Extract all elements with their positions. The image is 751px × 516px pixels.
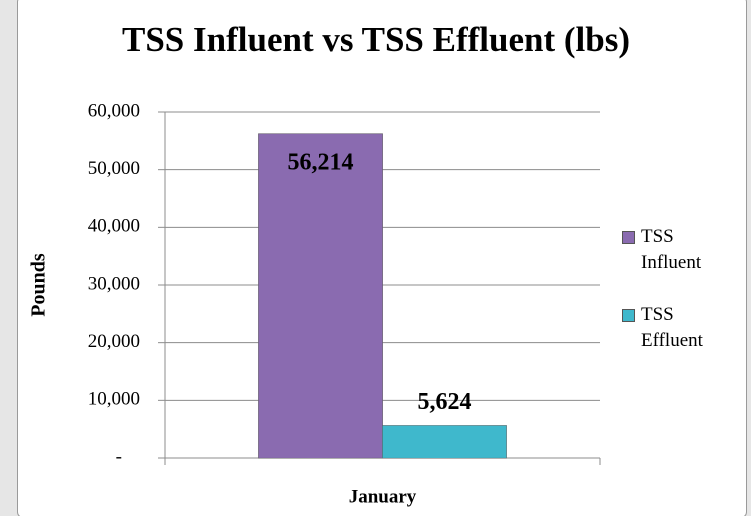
y-tick-label: 40,000 [88,216,140,237]
y-tick-label: 10,000 [88,389,140,410]
y-tick-label: 60,000 [88,100,140,121]
bar [382,425,507,459]
legend-label: TSS Influent [641,226,702,273]
y-axis-label: Pounds [28,253,50,317]
y-tick-label: - [116,446,122,467]
y-tick-label: 50,000 [88,158,140,179]
chart-title: TSS Influent vs TSS Effluent (lbs) [122,20,630,59]
legend-label: TSS Effluent [641,304,703,351]
value-label: 56,214 [288,149,354,175]
value-label: 5,624 [417,389,471,415]
y-tick-label: 20,000 [88,331,140,352]
x-tick-label: January [349,486,417,507]
bar [258,133,383,459]
legend-swatch [622,231,635,244]
y-tick-label: 30,000 [88,273,140,294]
legend-swatch [622,309,635,322]
